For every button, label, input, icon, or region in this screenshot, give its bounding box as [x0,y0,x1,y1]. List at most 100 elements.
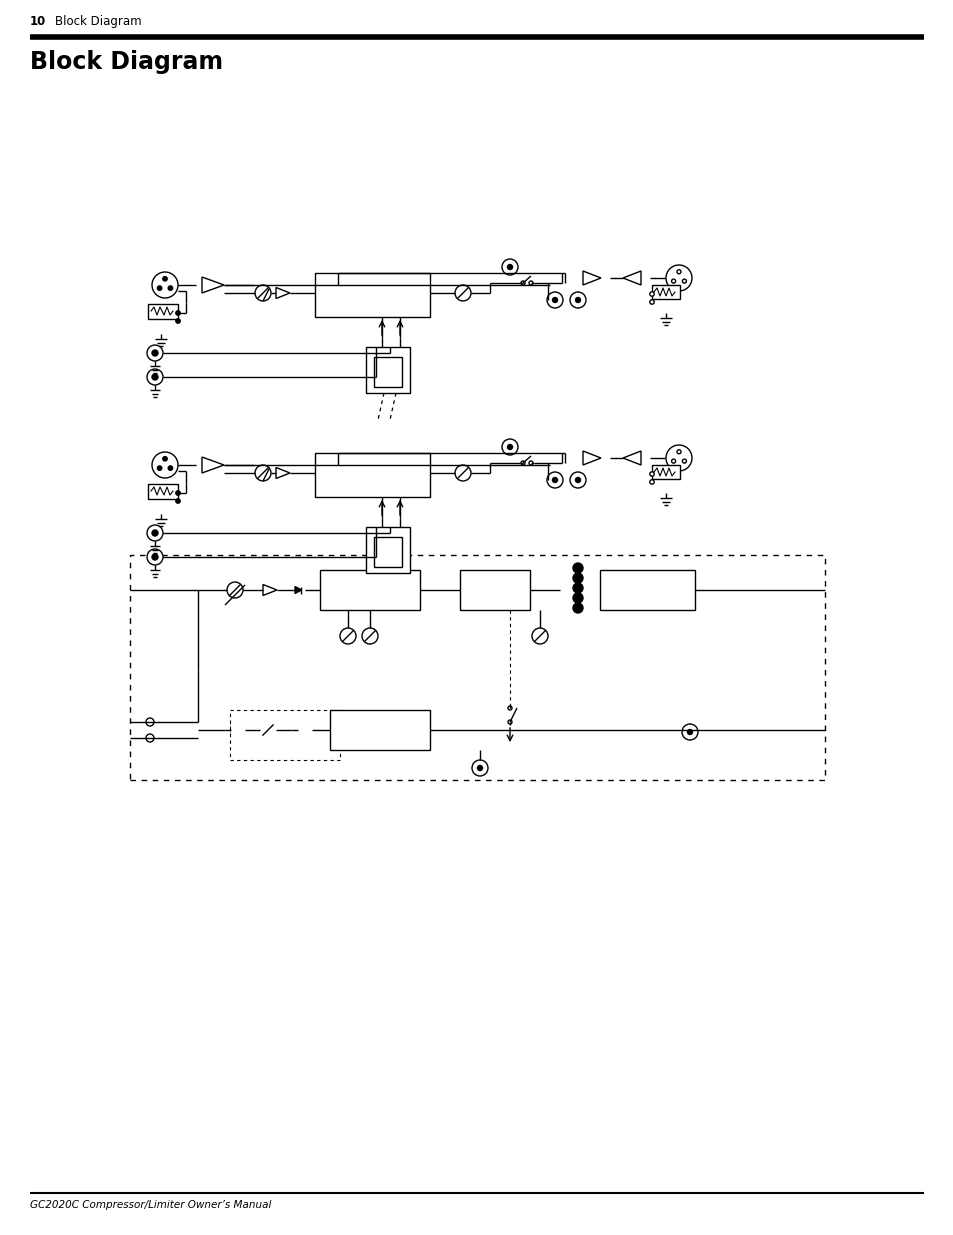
Circle shape [552,298,557,303]
Polygon shape [582,270,600,285]
Circle shape [254,466,271,480]
Circle shape [575,298,579,303]
Circle shape [573,563,582,573]
Bar [319,571,419,610]
Circle shape [152,530,158,536]
Circle shape [649,472,654,477]
Circle shape [312,727,317,734]
Bar [374,357,401,387]
Circle shape [671,459,675,463]
Circle shape [254,285,271,301]
Bar [366,347,410,393]
Polygon shape [297,725,312,736]
Polygon shape [275,468,290,478]
Circle shape [147,369,163,385]
Bar [374,537,401,567]
Circle shape [339,629,355,643]
Circle shape [168,287,172,290]
Circle shape [529,461,533,466]
Circle shape [687,730,692,735]
Polygon shape [202,277,224,293]
Circle shape [649,291,654,296]
Bar [459,571,530,610]
Circle shape [665,266,691,291]
Bar [651,466,679,479]
Bar [148,484,178,499]
Circle shape [677,450,680,453]
Circle shape [569,472,585,488]
Bar [651,285,679,299]
Circle shape [175,499,180,503]
Circle shape [681,459,686,463]
Circle shape [681,724,698,740]
Circle shape [152,555,158,559]
Circle shape [361,629,377,643]
Circle shape [455,466,471,480]
Polygon shape [622,451,640,466]
Bar [130,555,824,781]
Circle shape [147,525,163,541]
Circle shape [163,457,167,461]
Circle shape [168,466,172,471]
Circle shape [569,291,585,308]
Circle shape [671,279,675,283]
Circle shape [477,766,482,771]
Bar [330,710,430,750]
Circle shape [175,319,180,324]
Circle shape [175,490,180,495]
Circle shape [152,272,178,298]
Polygon shape [582,451,600,466]
Circle shape [665,445,691,471]
Circle shape [546,291,562,308]
Polygon shape [622,270,640,285]
Circle shape [649,300,654,304]
Polygon shape [202,457,224,473]
Circle shape [507,720,512,724]
Circle shape [575,478,579,483]
Circle shape [573,603,582,613]
Bar [148,304,178,319]
Circle shape [147,345,163,361]
Circle shape [157,466,162,471]
Bar [314,273,430,317]
Text: GC2020C Compressor/Limiter Owner’s Manual: GC2020C Compressor/Limiter Owner’s Manua… [30,1200,271,1210]
Circle shape [163,277,167,280]
Bar [366,527,410,573]
Polygon shape [263,584,276,595]
Circle shape [681,279,686,283]
Circle shape [532,629,547,643]
Circle shape [520,282,524,285]
Circle shape [227,582,243,598]
Circle shape [507,445,512,450]
Circle shape [260,722,275,739]
Circle shape [507,264,512,269]
Circle shape [546,472,562,488]
Bar [599,571,695,610]
Circle shape [152,374,158,380]
Circle shape [677,269,680,274]
Polygon shape [231,725,245,736]
Circle shape [573,593,582,603]
Text: Block Diagram: Block Diagram [55,15,141,28]
Circle shape [649,480,654,484]
Circle shape [157,287,162,290]
Circle shape [552,478,557,483]
Circle shape [501,259,517,275]
Circle shape [146,718,153,726]
Circle shape [573,583,582,593]
Circle shape [152,452,178,478]
Circle shape [529,282,533,285]
Circle shape [455,285,471,301]
Circle shape [147,550,163,564]
Circle shape [520,461,524,466]
Polygon shape [294,587,301,594]
Circle shape [507,706,512,710]
Bar [314,453,430,496]
Circle shape [472,760,488,776]
Circle shape [501,438,517,454]
Text: Block Diagram: Block Diagram [30,49,223,74]
Circle shape [152,350,158,356]
Circle shape [146,734,153,742]
Circle shape [175,311,180,315]
Text: 10: 10 [30,15,46,28]
